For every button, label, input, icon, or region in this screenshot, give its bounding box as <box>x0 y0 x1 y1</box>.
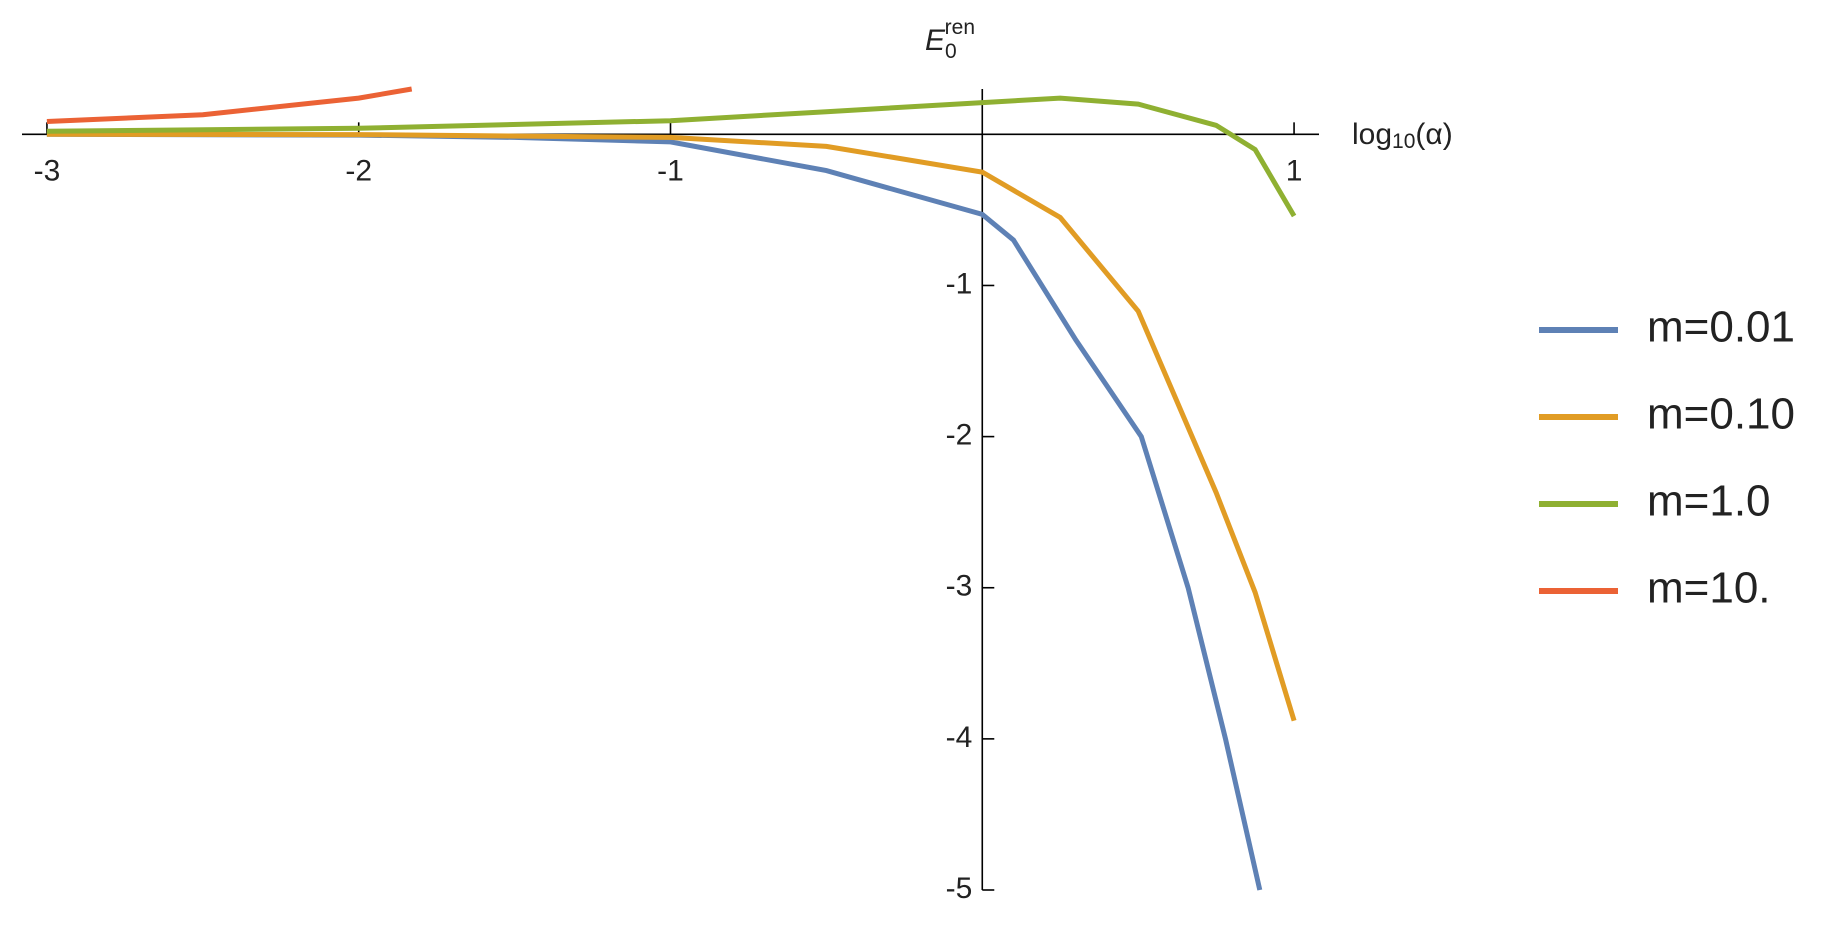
y-tick-label: -2 <box>946 419 973 452</box>
x-tick-label: -2 <box>345 154 372 187</box>
x-tick-label: -1 <box>657 154 684 187</box>
series-line <box>46 86 413 124</box>
x-label-sub: 10 <box>1392 130 1415 153</box>
legend-label: m=0.01 <box>1647 303 1795 352</box>
y-tick-label: -4 <box>946 721 973 754</box>
x-axis-label: log10(α) <box>1352 118 1453 153</box>
x-tick-label: -3 <box>34 154 61 187</box>
y-tick-label: -1 <box>946 267 973 300</box>
y-tick-label: -5 <box>946 872 973 905</box>
series-line <box>46 95 1297 218</box>
x-label-base: log <box>1352 118 1392 151</box>
series-line <box>46 131 1297 722</box>
legend-label: m=0.10 <box>1647 390 1795 439</box>
series-line <box>46 131 1263 891</box>
y-label-sup: ren <box>945 16 975 39</box>
x-tick-label: 1 <box>1286 154 1303 187</box>
y-label-base: E <box>925 24 946 57</box>
x-label-rest: (α) <box>1415 118 1452 151</box>
y-tick-label: -3 <box>946 570 973 603</box>
legend-label: m=10. <box>1647 564 1771 613</box>
y-label-sub: 0 <box>945 40 957 63</box>
legend-label: m=1.0 <box>1647 477 1771 526</box>
y-axis-label: E0ren <box>925 16 975 63</box>
